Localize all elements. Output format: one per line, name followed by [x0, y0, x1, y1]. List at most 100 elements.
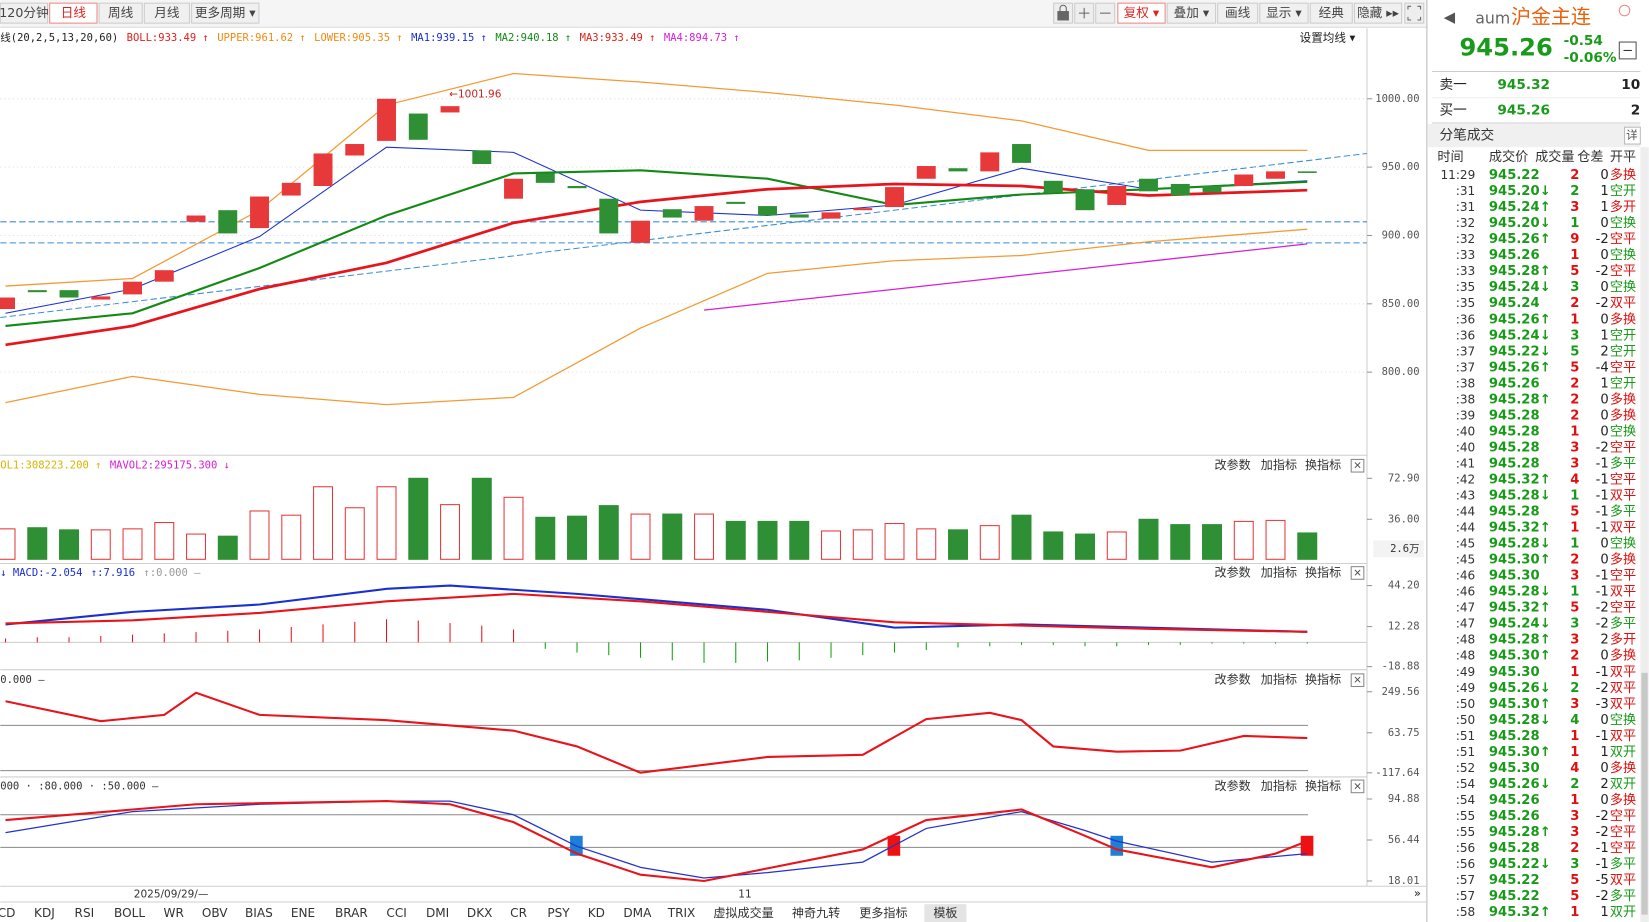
trade-price: 945.28↑	[1489, 392, 1551, 407]
close-box[interactable]	[1350, 458, 1365, 473]
indicator-line	[5, 800, 1308, 883]
panel-button[interactable]: 加指标	[1261, 457, 1297, 472]
trade-price: 945.22	[1489, 168, 1540, 183]
candle	[250, 196, 269, 229]
y-tick-label: 44.20	[1388, 580, 1420, 592]
indicator-tab[interactable]: BOLL	[114, 906, 145, 920]
trade-type: 多开	[1610, 198, 1636, 215]
panel-button[interactable]: 改参数	[1215, 778, 1251, 793]
back-button[interactable]: ◀	[1444, 9, 1456, 26]
indicator-tab[interactable]: 模板	[933, 906, 957, 920]
tool-button[interactable]	[1259, 2, 1309, 24]
close-box[interactable]	[1350, 566, 1365, 580]
period-button[interactable]	[143, 2, 191, 24]
close-box[interactable]	[1350, 779, 1365, 794]
volume-bar	[1075, 533, 1096, 560]
trades-title: 分笔成交	[1440, 127, 1495, 144]
candle	[980, 152, 1000, 172]
candle	[472, 150, 492, 164]
trade-oi-change: -1	[1596, 521, 1609, 536]
close-box[interactable]	[1350, 673, 1365, 688]
detail-label[interactable]: 详	[1626, 128, 1638, 142]
indicator-tab[interactable]: 神奇九转	[792, 905, 840, 920]
trade-type: 多换	[1610, 647, 1636, 664]
indicator-tab[interactable]: DKX	[467, 906, 493, 920]
indicator-tab[interactable]: TRIX	[667, 906, 696, 920]
indicator-tab[interactable]: DMA	[623, 906, 652, 920]
trade-oi-change: -1	[1596, 569, 1609, 584]
panel-button[interactable]: 加指标	[1261, 564, 1297, 579]
volume-bar	[694, 513, 715, 560]
close-panel[interactable]: ×	[1353, 780, 1362, 792]
trade-oi-change: -1	[1596, 665, 1609, 680]
ma-settings[interactable]: 设置均线 ▾	[1300, 30, 1356, 44]
close-panel[interactable]: ×	[1353, 460, 1362, 472]
panel-button[interactable]: 改参数	[1215, 564, 1251, 579]
indicator-tab[interactable]: OBV	[202, 906, 228, 920]
panel-button[interactable]: 换指标	[1305, 672, 1341, 687]
indicator-tab[interactable]: CR	[510, 906, 527, 920]
close-panel[interactable]: ×	[1353, 567, 1362, 579]
panel-button[interactable]: 加指标	[1261, 672, 1297, 687]
trade-oi-change: 0	[1600, 312, 1608, 327]
trade-oi-change: 1	[1600, 905, 1608, 920]
tool-button[interactable]	[1166, 2, 1217, 24]
trade-volume: 5	[1570, 889, 1579, 904]
tool-button[interactable]	[1117, 2, 1166, 24]
tool-button[interactable]	[1309, 2, 1353, 24]
indicator-tab[interactable]: DMI	[426, 906, 449, 920]
indicator-line	[5, 182, 1308, 347]
candle	[1234, 174, 1254, 186]
trade-time: :37	[1456, 344, 1475, 358]
scrollbar-thumb[interactable]	[1641, 672, 1648, 915]
tool-button[interactable]	[1217, 2, 1259, 24]
help-icon[interactable]	[1618, 4, 1631, 17]
panel-button[interactable]: 换指标	[1305, 778, 1341, 793]
fullscreen-button[interactable]	[1404, 2, 1425, 24]
trade-time: :57	[1456, 873, 1475, 887]
volume-bar	[948, 529, 969, 560]
indicator-legend: MA2:940.18 ↑	[495, 32, 571, 44]
indicator-legend: MAVOL2:295175.300 ↓	[110, 460, 230, 472]
trade-time: :48	[1456, 633, 1475, 647]
indicator-tab[interactable]: KD	[588, 906, 605, 920]
y-tick-label: 36.00	[1388, 513, 1420, 525]
scrollbar[interactable]	[1640, 147, 1649, 922]
indicator-tab[interactable]: BIAS	[245, 906, 273, 920]
trade-oi-change: 1	[1600, 376, 1608, 391]
indicator-tab[interactable]: RSI	[75, 906, 95, 920]
indicator-tab[interactable]: KDJ	[34, 906, 55, 920]
panel-button[interactable]: 加指标	[1261, 778, 1297, 793]
indicator-tab[interactable]: 虚拟成交量	[713, 905, 773, 920]
period-button[interactable]	[0, 2, 49, 24]
panel-button[interactable]: 换指标	[1305, 457, 1341, 472]
indicator-tab[interactable]: WR	[164, 906, 185, 920]
tool-label: 叠加 ▾	[1174, 5, 1210, 20]
volume-bar	[313, 486, 334, 560]
indicator-tab[interactable]: CD	[0, 906, 15, 920]
period-button[interactable]	[98, 2, 143, 24]
period-button[interactable]	[191, 2, 260, 24]
trade-volume: 1	[1570, 216, 1579, 231]
indicator-tab[interactable]: ENE	[291, 906, 315, 920]
panel-button[interactable]: 换指标	[1305, 564, 1341, 579]
trade-oi-change: 0	[1600, 761, 1608, 776]
period-button[interactable]	[49, 2, 98, 24]
volume-bar	[1265, 519, 1286, 560]
panel-button[interactable]: 改参数	[1215, 672, 1251, 687]
candle	[377, 98, 396, 141]
indicator-tab[interactable]: BRAR	[335, 906, 368, 920]
trade-volume: 4	[1570, 472, 1579, 487]
detail-button[interactable]	[1624, 126, 1641, 145]
indicator-tab[interactable]: PSY	[547, 906, 570, 920]
panel-button[interactable]: 改参数	[1215, 457, 1251, 472]
trades-header: 成交价	[1489, 148, 1528, 165]
scroll-arrow[interactable]: »	[1414, 886, 1421, 900]
volume-bar	[281, 514, 302, 560]
tool-button[interactable]	[1353, 2, 1403, 24]
volume-bar	[186, 533, 207, 560]
trade-volume: 3	[1570, 697, 1579, 712]
close-panel[interactable]: ×	[1353, 674, 1362, 686]
indicator-tab[interactable]: 更多指标	[859, 905, 907, 920]
indicator-tab[interactable]: CCI	[386, 906, 406, 920]
